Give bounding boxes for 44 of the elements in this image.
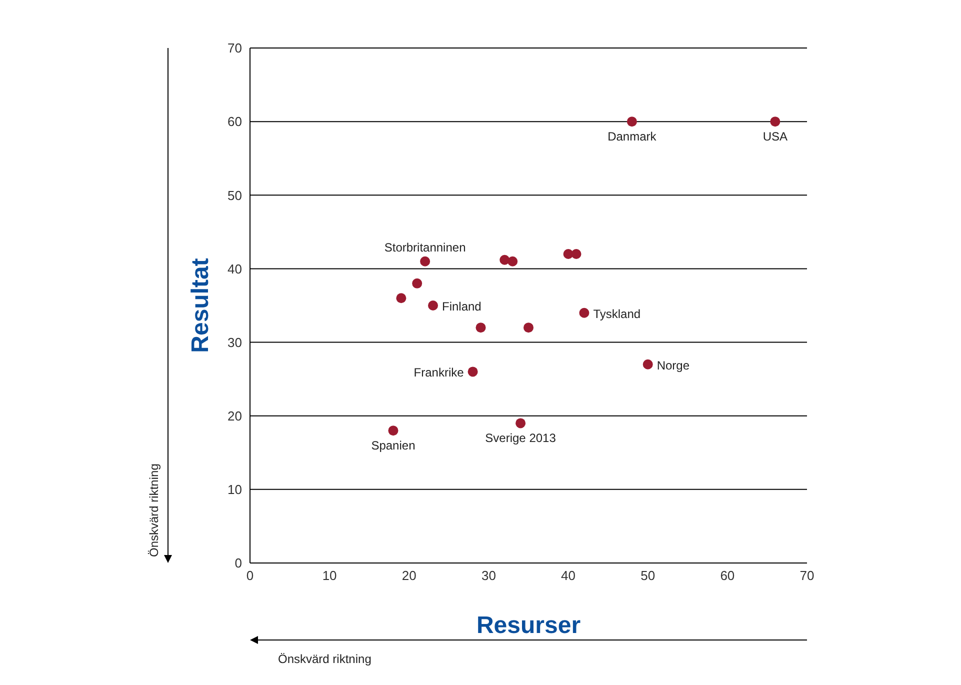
x-tick-label: 30	[481, 568, 496, 584]
x-tick-label: 40	[561, 568, 576, 584]
annotation: Frankrike	[414, 366, 464, 380]
x-tick-label: 10	[322, 568, 337, 584]
point	[642, 359, 653, 370]
annotation: Tyskland	[593, 306, 641, 321]
point	[420, 256, 430, 266]
y-tick-label: 50	[228, 188, 242, 203]
text: Önskvärd riktning	[278, 652, 372, 666]
text: Önskvärd riktning	[147, 464, 161, 557]
annotation: Storbritanninen	[384, 240, 466, 254]
x-tick-label: 70	[800, 568, 814, 584]
y-tick-label: 70	[228, 40, 242, 56]
y-tick-label: 60	[228, 114, 242, 130]
y-tick-label: 40	[228, 261, 242, 276]
x-tick-label: 60	[720, 568, 735, 584]
y-tick-label: 20	[228, 408, 242, 424]
point	[626, 116, 637, 127]
point	[388, 426, 398, 436]
point	[428, 300, 438, 310]
point	[412, 278, 422, 288]
x-tick-label: 50	[640, 568, 656, 584]
annotation: USA	[762, 130, 788, 144]
annotation: Danmark	[608, 130, 658, 144]
x-tick-label: 20	[402, 568, 416, 584]
annotation: Spanien	[371, 438, 416, 453]
x-tick-label: 0	[246, 568, 254, 584]
y-axis-title: Resultat	[187, 258, 214, 353]
point	[524, 322, 534, 333]
annotation: Finland	[442, 300, 482, 314]
point	[770, 116, 780, 127]
y-tick-label: 10	[228, 482, 242, 498]
point	[396, 293, 406, 304]
point	[468, 366, 478, 377]
annotation: Sverige 2013	[485, 431, 556, 446]
point	[476, 322, 486, 333]
point	[571, 249, 582, 259]
point	[516, 418, 526, 428]
y-tick-label: 30	[228, 334, 242, 350]
annotation: Norge	[656, 358, 690, 372]
point	[508, 256, 518, 266]
y-tick-label: 0	[234, 556, 242, 571]
x-axis-title: Resurser	[476, 612, 581, 639]
point	[579, 308, 590, 318]
